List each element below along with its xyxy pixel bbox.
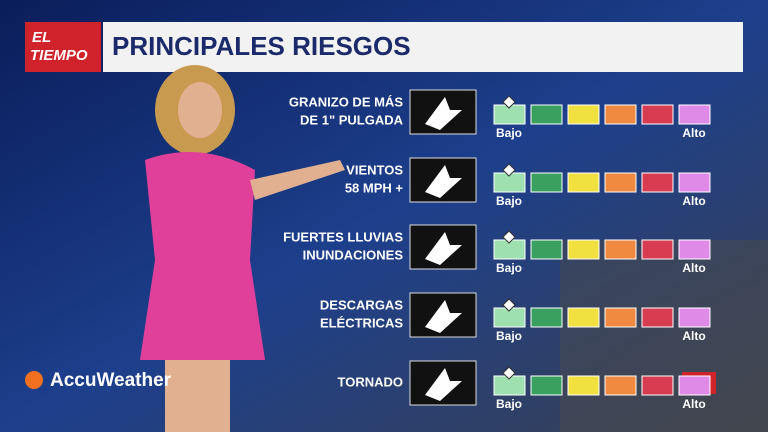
scale-box	[641, 104, 674, 125]
scale-box	[641, 307, 674, 328]
scale-high: Alto	[682, 126, 705, 140]
level-marker	[502, 366, 516, 380]
scale-box	[530, 375, 563, 396]
scale-box	[641, 239, 674, 260]
scale-box	[567, 239, 600, 260]
presenter	[140, 65, 345, 432]
scale-low: Bajo	[496, 329, 522, 343]
scale-box	[641, 172, 674, 193]
scale-box	[678, 172, 711, 193]
icon-glyph	[425, 232, 462, 265]
risk-label: DE 1" PULGADA	[300, 112, 404, 127]
scale-high: Alto	[682, 194, 705, 208]
risk-label: 58 MPH +	[345, 180, 404, 195]
scale-high: Alto	[682, 397, 705, 411]
title: PRINCIPALES RIESGOS	[112, 31, 411, 61]
icon-glyph	[425, 368, 462, 401]
icon-glyph	[425, 97, 462, 130]
level-marker	[502, 95, 516, 109]
risk-label: INUNDACIONES	[303, 247, 404, 262]
scale-high: Alto	[682, 261, 705, 275]
level-marker	[502, 163, 516, 177]
accuweather-logo: AccuWeather	[50, 370, 172, 391]
logo-box	[25, 22, 101, 72]
level-marker	[502, 230, 516, 244]
risk-label: FUERTES LLUVIAS	[283, 229, 403, 244]
scale-box	[567, 375, 600, 396]
risk-label: GRANIZO DE MÁS	[289, 94, 403, 109]
scale-box	[604, 172, 637, 193]
scale-box	[641, 375, 674, 396]
scale-low: Bajo	[496, 397, 522, 411]
scale-box	[567, 172, 600, 193]
risk-label: DESCARGAS	[320, 297, 403, 312]
risk-list: GRANIZO DE MÁS DE 1" PULGADA Bajo Alto VIENT…	[283, 89, 711, 411]
scale-low: Bajo	[496, 126, 522, 140]
scale-box	[604, 375, 637, 396]
scale-box	[530, 239, 563, 260]
scale-box	[604, 307, 637, 328]
risk-label: TORNADO	[338, 374, 403, 389]
house-backdrop	[560, 240, 768, 432]
title-bar	[103, 22, 743, 72]
scale-box	[604, 239, 637, 260]
scale-box	[678, 104, 711, 125]
scale-box	[530, 104, 563, 125]
scale-box	[530, 307, 563, 328]
logo-line: EL	[32, 29, 51, 46]
scale-box	[567, 104, 600, 125]
scale-box	[567, 307, 600, 328]
scale-box	[678, 307, 711, 328]
scale-box	[530, 172, 563, 193]
scale-low: Bajo	[496, 194, 522, 208]
risk-label: VIENTOS	[346, 162, 403, 177]
icon-glyph	[425, 300, 462, 333]
scale-box	[678, 239, 711, 260]
scale-high: Alto	[682, 329, 705, 343]
scale-box	[678, 375, 711, 396]
level-marker	[502, 298, 516, 312]
scale-low: Bajo	[496, 261, 522, 275]
risk-label: ELÉCTRICAS	[320, 315, 403, 330]
accuweather-icon	[25, 371, 43, 389]
icon-glyph	[425, 165, 462, 198]
scale-box	[604, 104, 637, 125]
logo-line: TIEMPO	[30, 47, 88, 64]
